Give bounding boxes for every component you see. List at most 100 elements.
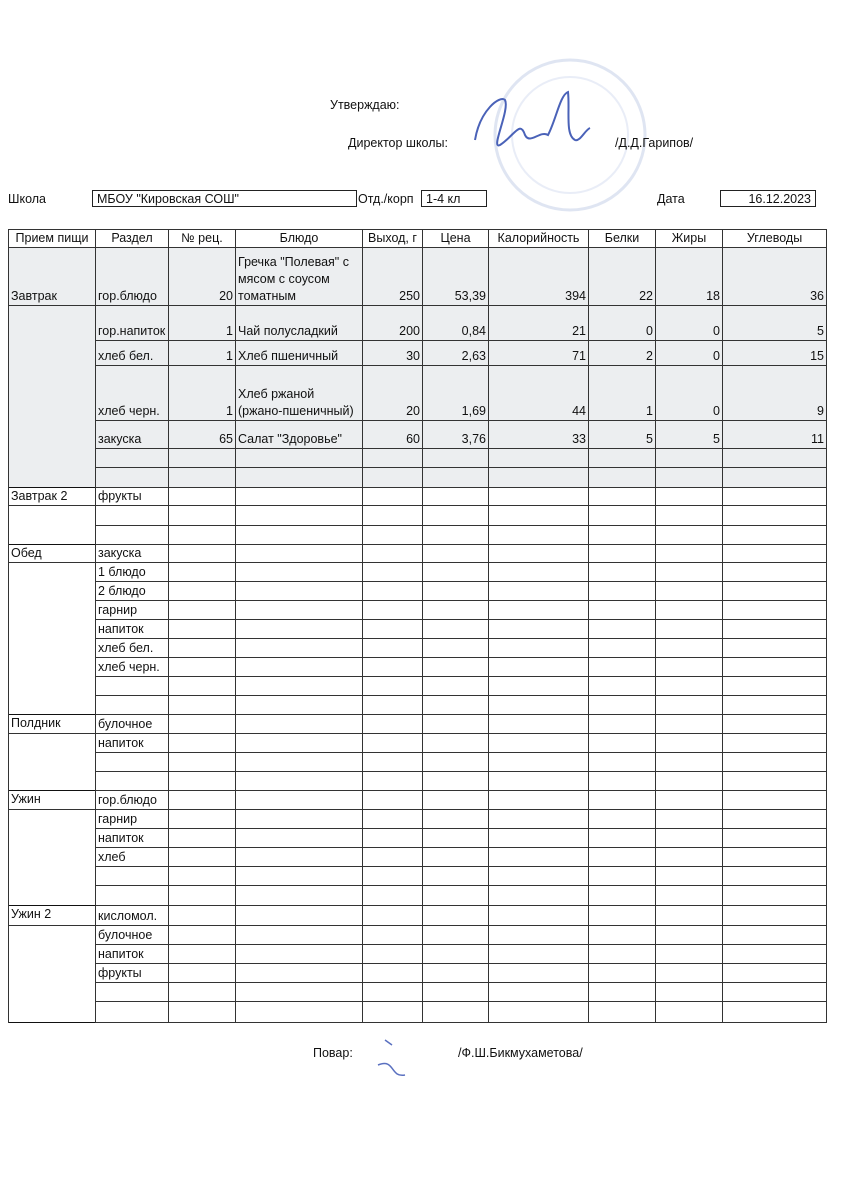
table-cell <box>422 944 489 964</box>
table-row: хлеб <box>8 847 827 867</box>
table-cell <box>722 905 827 926</box>
table-cell <box>8 448 96 468</box>
table-cell <box>588 944 656 964</box>
table-cell <box>722 752 827 772</box>
table-cell <box>168 905 236 926</box>
column-header: Раздел <box>95 229 169 248</box>
table-cell <box>488 828 589 848</box>
table-cell <box>588 544 656 563</box>
table-cell <box>588 525 656 545</box>
table-cell <box>362 771 423 791</box>
table-cell: 1,69 <box>422 365 489 421</box>
table-cell <box>235 1001 363 1023</box>
table-cell <box>722 866 827 886</box>
table-cell <box>655 525 723 545</box>
table-row: Полдник булочное <box>8 714 827 734</box>
table-cell <box>422 638 489 658</box>
table-cell <box>235 905 363 926</box>
table-cell <box>235 487 363 506</box>
table-cell: гарнир <box>95 600 169 620</box>
table-cell: 0 <box>588 305 656 341</box>
table-cell <box>8 581 96 601</box>
table-cell: Хлеб пшеничный <box>235 340 363 366</box>
table-cell <box>168 885 236 906</box>
table-cell <box>422 866 489 886</box>
cook-name: /Ф.Ш.Бикмухаметова/ <box>458 1046 583 1060</box>
table-cell: гарнир <box>95 809 169 829</box>
table-cell: 65 <box>168 420 236 449</box>
table-cell <box>8 619 96 639</box>
table-row: гор.напиток 1 Чай полусладкий 200 0,84 21 0 0 5 <box>8 305 827 341</box>
table-cell: булочное <box>95 714 169 734</box>
table-cell <box>488 885 589 906</box>
table-cell <box>235 771 363 791</box>
table-cell <box>235 885 363 906</box>
cook-label: Повар: <box>313 1046 353 1060</box>
table-cell <box>235 505 363 526</box>
table-cell <box>235 733 363 753</box>
table-cell <box>422 925 489 945</box>
table-cell <box>168 467 236 488</box>
table-cell <box>168 487 236 506</box>
table-cell: 53,39 <box>422 247 489 306</box>
table-cell: 5 <box>655 420 723 449</box>
table-cell <box>722 925 827 945</box>
table-cell <box>168 619 236 639</box>
table-cell <box>588 771 656 791</box>
table-cell <box>168 828 236 848</box>
table-row <box>8 752 827 772</box>
table-row <box>8 695 827 715</box>
table-cell <box>722 963 827 983</box>
table-cell <box>588 733 656 753</box>
table-cell <box>8 562 96 582</box>
table-cell <box>488 847 589 867</box>
table-cell <box>362 487 423 506</box>
table-cell: 20 <box>168 247 236 306</box>
table-cell <box>8 676 96 696</box>
table-cell <box>95 885 169 906</box>
table-row <box>8 676 827 696</box>
table-cell <box>588 905 656 926</box>
table-cell: 1 <box>588 365 656 421</box>
table-cell: напиток <box>95 733 169 753</box>
table-row: гарнир <box>8 809 827 829</box>
table-cell <box>95 1001 169 1023</box>
table-cell: фрукты <box>95 487 169 506</box>
table-cell <box>722 487 827 506</box>
table-cell <box>488 963 589 983</box>
table-row <box>8 505 827 526</box>
table-cell: 0,84 <box>422 305 489 341</box>
table-cell <box>655 885 723 906</box>
table-cell <box>488 905 589 926</box>
table-cell <box>235 925 363 945</box>
table-cell <box>488 448 589 468</box>
director-label: Директор школы: <box>348 136 448 150</box>
table-cell <box>95 505 169 526</box>
table-cell <box>422 657 489 677</box>
table-row: 2 блюдо <box>8 581 827 601</box>
table-cell <box>488 771 589 791</box>
table-cell <box>235 847 363 867</box>
table-cell <box>722 944 827 964</box>
table-cell <box>488 638 589 658</box>
table-cell <box>362 676 423 696</box>
table-cell: хлеб черн. <box>95 365 169 421</box>
table-cell <box>168 600 236 620</box>
table-cell: напиток <box>95 619 169 639</box>
table-cell: 5 <box>588 420 656 449</box>
table-cell <box>8 600 96 620</box>
table-cell <box>422 581 489 601</box>
table-cell <box>722 695 827 715</box>
table-cell <box>362 905 423 926</box>
table-cell <box>8 340 96 366</box>
table-cell: 2 <box>588 340 656 366</box>
table-cell <box>8 733 96 753</box>
table-cell <box>488 581 589 601</box>
table-cell <box>422 790 489 810</box>
table-cell: закуска <box>95 544 169 563</box>
table-cell <box>168 544 236 563</box>
table-cell <box>362 525 423 545</box>
table-cell <box>722 676 827 696</box>
table-cell <box>588 885 656 906</box>
table-cell <box>168 525 236 545</box>
